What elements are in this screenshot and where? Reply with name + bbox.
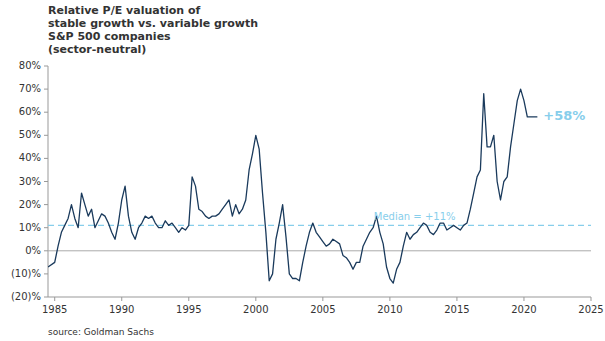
title-line: stable growth vs. variable growth (48, 17, 258, 30)
x-axis-line (48, 297, 591, 298)
title: Relative P/E valuation ofstable growth v… (48, 4, 258, 56)
y-tick-label: 70% (19, 83, 41, 94)
y-tick (44, 66, 48, 67)
y-tick-label: 80% (19, 60, 41, 71)
y-tick (44, 181, 48, 182)
y-tick-label: 20% (19, 199, 41, 210)
x-tick-label: 2025 (578, 304, 603, 315)
x-tick (121, 297, 122, 301)
x-tick (54, 297, 55, 301)
reference-label: Median = +11% (374, 211, 456, 222)
y-tick (44, 227, 48, 228)
x-tick-label: 1995 (176, 304, 201, 315)
title-line: (sector-neutral) (48, 43, 146, 56)
x-tick-label: 2015 (444, 304, 469, 315)
chart: Relative P/E valuation ofstable growth v… (0, 0, 605, 341)
x-tick (523, 297, 524, 301)
y-tick (44, 250, 48, 251)
title-line: Relative P/E valuation of (48, 4, 200, 17)
y-tick-label: 0% (25, 245, 41, 256)
y-tick (44, 158, 48, 159)
background (0, 0, 605, 341)
x-tick-label: 2000 (243, 304, 268, 315)
x-tick (456, 297, 457, 301)
title-line: S&P 500 companies (48, 30, 171, 43)
source: source: Goldman Sachs (48, 327, 154, 337)
x-tick (255, 297, 256, 301)
y-tick-label: (10)% (11, 268, 41, 279)
x-tick (389, 297, 390, 301)
y-tick-label: 50% (19, 129, 41, 140)
y-tick (44, 89, 48, 90)
y-tick (44, 112, 48, 113)
y-tick-label: 40% (19, 152, 41, 163)
data-line (48, 89, 537, 283)
x-tick (188, 297, 189, 301)
y-tick-label: 30% (19, 176, 41, 187)
y-tick (44, 297, 48, 298)
x-tick-label: 1985 (42, 304, 67, 315)
x-tick-label: 2020 (511, 304, 536, 315)
y-tick-label: 10% (19, 222, 41, 233)
y-tick-label: 60% (19, 106, 41, 117)
plot-area (48, 89, 591, 283)
annotation: +58% (543, 108, 585, 123)
y-tick-label: (20)% (11, 291, 41, 302)
x-tick-label: 2010 (377, 304, 402, 315)
x-tick-label: 1990 (109, 304, 134, 315)
reference-line (48, 250, 591, 251)
reference-line (48, 225, 591, 226)
y-tick (44, 135, 48, 136)
x-tick (322, 297, 323, 301)
x-tick (591, 297, 592, 301)
y-tick (44, 204, 48, 205)
y-tick (44, 273, 48, 274)
x-tick-label: 2005 (310, 304, 335, 315)
